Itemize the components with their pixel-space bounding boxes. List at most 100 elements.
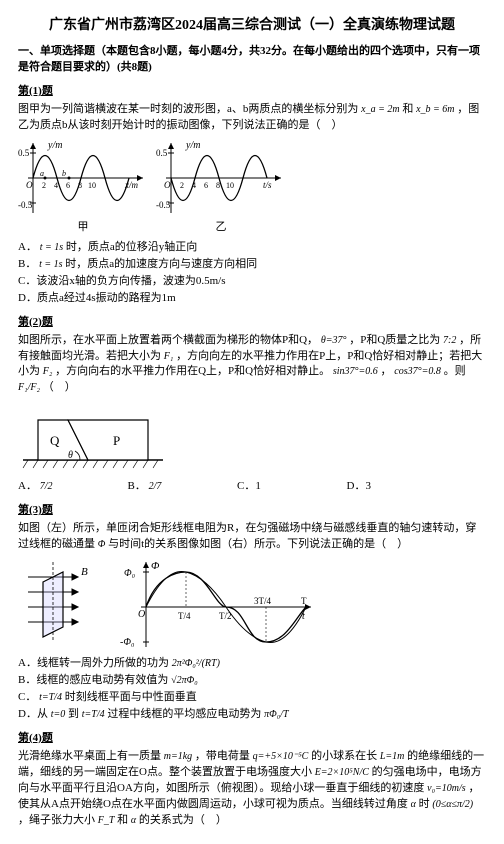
svg-text:-Φ₀: -Φ₀ (120, 637, 135, 648)
q1-math1: x_a = 2m (361, 104, 399, 115)
q3-optA-a: A．线框转一周外力所做的功为 (18, 657, 169, 669)
q1-waveform-jia: y/m 0.5 -0.5 a b 2 4 6 8 10 x/m O (18, 138, 148, 218)
q2-te: ，方向向右的水平推力作用在Q上，P和Q恰好相对静止。 (55, 365, 330, 377)
q1-text: 图甲为一列简谐横波在某一时刻的波形图，a、b两质点的横坐标分别为 x_a = 2… (18, 102, 486, 134)
q2-optA-m: 7/2 (40, 481, 53, 492)
q3-optA-m: 2π²Φ₀²/(RT) (172, 658, 220, 669)
q3-optC-m: t=T/4 (39, 692, 62, 703)
q3-optB-m: √2πΦ₀ (171, 675, 198, 686)
svg-text:a: a (40, 169, 44, 178)
q4-m2: q=+5×10⁻⁵C (253, 751, 309, 762)
q2-m3: F₁ (164, 351, 174, 362)
q1-waveform-yi: y/m 0.5 -0.5 2 4 6 8 10 t/s O (156, 138, 286, 218)
svg-text:4: 4 (54, 181, 58, 190)
q3-fig-left: B (18, 557, 108, 652)
q4-tg: 时 (419, 798, 430, 810)
q1-math2: x_b = 6m (416, 104, 454, 115)
q3-fig-right: Φ t O Φ₀ -Φ₀ T/4 T/2 3T/4 T (116, 557, 316, 652)
q2-m1: θ=37° (321, 335, 347, 346)
q2-trapezoids: Q P θ (18, 400, 168, 475)
q4-number: 第(4)题 (18, 731, 486, 747)
q2-m7: F₁/F₂ (18, 382, 40, 393)
q3-optD-a: D．从 (18, 708, 48, 720)
svg-text:O: O (164, 180, 171, 190)
q3-figures: B Φ t O Φ₀ -Φ₀ T/4 T/2 3T/4 T (18, 557, 486, 652)
svg-text:0.5: 0.5 (156, 148, 168, 158)
svg-text:-0.5: -0.5 (156, 200, 171, 210)
q2-tf: ， (381, 365, 392, 377)
q4-tb: ，带电荷量 (195, 750, 250, 762)
q1-caption2: 乙 (216, 220, 227, 236)
q3-coil: B (18, 557, 108, 647)
q3-optD-c: 过程中线框的平均感应电动势为 (107, 708, 261, 720)
q3-optD-m2: t=T/4 (82, 709, 105, 720)
q3-m1: Φ (98, 539, 106, 550)
q2-th: （ ） (43, 381, 76, 393)
section-head: 一、单项选择题（本题包含8小题，每小题4分，共32分。在每小题给出的四个选项中，… (18, 44, 486, 76)
q4-tj: 的关系式为（ ） (139, 814, 227, 826)
q4-m9: α (131, 815, 136, 826)
q3-optD: D．从 t=0 到 t=T/4 过程中线框的平均感应电动势为 πΦ₀/T (18, 707, 486, 723)
svg-text:T/4: T/4 (178, 611, 191, 621)
q3-optA: A．线框转一周外力所做的功为 2π²Φ₀²/(RT) (18, 656, 486, 672)
q2-m6: cos37°=0.8 (394, 366, 441, 377)
svg-text:8: 8 (78, 181, 82, 190)
svg-text:Q: Q (50, 433, 60, 448)
svg-text:T: T (301, 596, 307, 606)
q1-optA-a: A． (18, 241, 37, 253)
q1-text-a: 图甲为一列简谐横波在某一时刻的波形图，a、b两质点的横坐标分别为 (18, 103, 358, 115)
q2-optB-a: B． (128, 480, 146, 492)
q4-m1: m=1kg (164, 751, 192, 762)
q4-ta: 光滑绝缘水平桌面上有一质量 (18, 750, 161, 762)
q2-m5: sin37°=0.6 (333, 366, 378, 377)
svg-text:t/s: t/s (263, 180, 272, 190)
q2-tb: ，P和Q质量之比为 (349, 334, 440, 346)
q3-text: 如图（左）所示，单匝闭合矩形线框电阻为R，在匀强磁场中绕与磁感线垂直的轴匀速转动… (18, 521, 486, 553)
svg-text:Φ: Φ (151, 560, 160, 572)
svg-text:0.5: 0.5 (18, 148, 30, 158)
q2-ta: 如图所示，在水平面上放置着两个横截面为梯形的物体P和Q， (18, 334, 318, 346)
q2-optB: B． 2/7 (128, 479, 238, 495)
q1-text-b: 和 (402, 103, 413, 115)
q1-optA: A． t = 1s 时，质点a的位移沿y轴正向 (18, 240, 486, 256)
svg-text:Φ₀: Φ₀ (124, 568, 136, 579)
q2-m4: F₂ (43, 366, 53, 377)
q1-figures: y/m 0.5 -0.5 a b 2 4 6 8 10 x/m O 甲 y/m (18, 138, 486, 236)
svg-text:P: P (113, 433, 120, 448)
q3-flux-graph: Φ t O Φ₀ -Φ₀ T/4 T/2 3T/4 T (116, 557, 316, 652)
svg-text:6: 6 (66, 181, 70, 190)
q3-optC: C． t=T/4 时刻线框平面与中性面垂直 (18, 690, 486, 706)
q4-m5: v₀=10m/s (427, 783, 466, 794)
q4-text: 光滑绝缘水平桌面上有一质量 m=1kg ，带电荷量 q=+5×10⁻⁵C 的小球… (18, 749, 486, 829)
q2-optB-m: 2/7 (149, 481, 162, 492)
q1-optB: B． t = 1s 时，质点a的加速度方向与速度方向相同 (18, 257, 486, 273)
q3-optC-b: 时刻线框平面与中性面垂直 (65, 691, 197, 703)
svg-text:x/m: x/m (124, 180, 138, 190)
svg-text:10: 10 (226, 181, 234, 190)
q2-options: A． 7/2 B． 2/7 C．1 D．3 (18, 479, 486, 495)
svg-text:8: 8 (216, 181, 220, 190)
q1-optD: D．质点a经过4s振动的路程为1m (18, 291, 486, 307)
svg-text:O: O (138, 609, 145, 620)
page-title: 广东省广州市荔湾区2024届高三综合测试（一）全真演练物理试题 (18, 16, 486, 36)
q4-m4: E=2×10⁵N/C (315, 767, 369, 778)
svg-text:2: 2 (180, 181, 184, 190)
q3-optB-a: B．线框的感应电动势有效值为 (18, 674, 168, 686)
svg-text:B: B (81, 566, 88, 578)
q1-fig1: y/m 0.5 -0.5 a b 2 4 6 8 10 x/m O 甲 (18, 138, 148, 236)
svg-text:2: 2 (42, 181, 46, 190)
svg-text:3T/4: 3T/4 (254, 596, 271, 606)
q4-ti: 和 (117, 814, 128, 826)
q3-optC-a: C． (18, 691, 36, 703)
q1-optA-b: 时，质点a的位移沿y轴正向 (66, 241, 197, 253)
q3-optD-m3: πΦ₀/T (264, 709, 288, 720)
q2-optC: C．1 (237, 479, 347, 495)
q2-optA-a: A． (18, 480, 37, 492)
q1-optB-a: B． (18, 258, 36, 270)
q1-optB-b: 时，质点a的加速度方向与速度方向相同 (65, 258, 257, 270)
q1-options: A． t = 1s 时，质点a的位移沿y轴正向 B． t = 1s 时，质点a的… (18, 240, 486, 307)
svg-text:b: b (62, 169, 66, 178)
q2-figure: Q P θ (18, 400, 486, 475)
svg-text:4: 4 (192, 181, 196, 190)
q4-m6: α (411, 799, 416, 810)
